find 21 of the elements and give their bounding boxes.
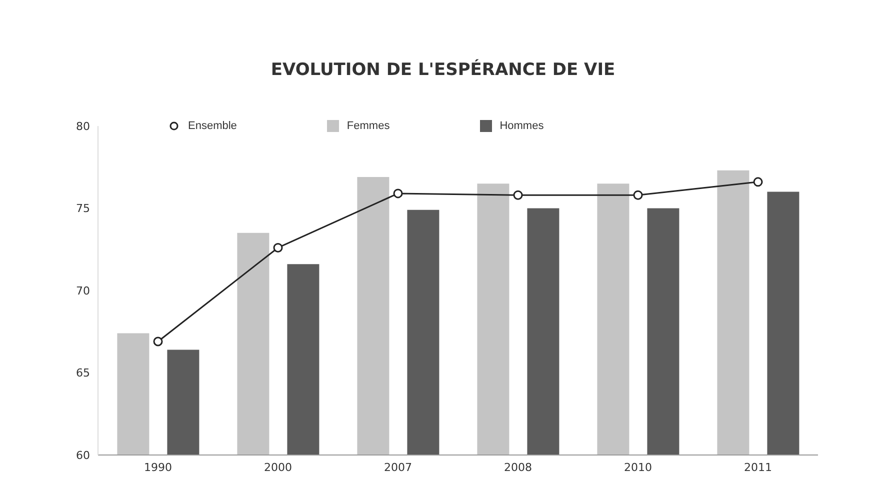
x-tick-label: 1990	[144, 460, 172, 474]
x-tick-label: 2011	[744, 460, 772, 474]
x-tick-label: 2000	[264, 460, 292, 474]
x-tick-label: 2008	[504, 460, 532, 474]
legend-label: Hommes	[498, 120, 544, 132]
x-tick-label: 2007	[384, 460, 412, 474]
point	[753, 177, 763, 187]
point	[273, 242, 283, 252]
point	[513, 190, 523, 200]
y-tick-label: 60	[76, 448, 90, 462]
point	[153, 336, 163, 346]
chart-title: EVOLUTION DE L'ESPÉRANCE DE VIE	[270, 58, 616, 82]
y-tick-label: 75	[76, 202, 90, 216]
x-tick-label: 2010	[624, 460, 652, 474]
y-tick-label: 70	[76, 284, 90, 298]
point	[393, 188, 403, 198]
y-tick-label: 65	[76, 366, 90, 380]
y-tick-label: 80	[76, 120, 90, 133]
legend-label: Ensemble	[187, 120, 237, 132]
legend-label: Femmes	[346, 120, 390, 132]
point	[633, 190, 643, 200]
